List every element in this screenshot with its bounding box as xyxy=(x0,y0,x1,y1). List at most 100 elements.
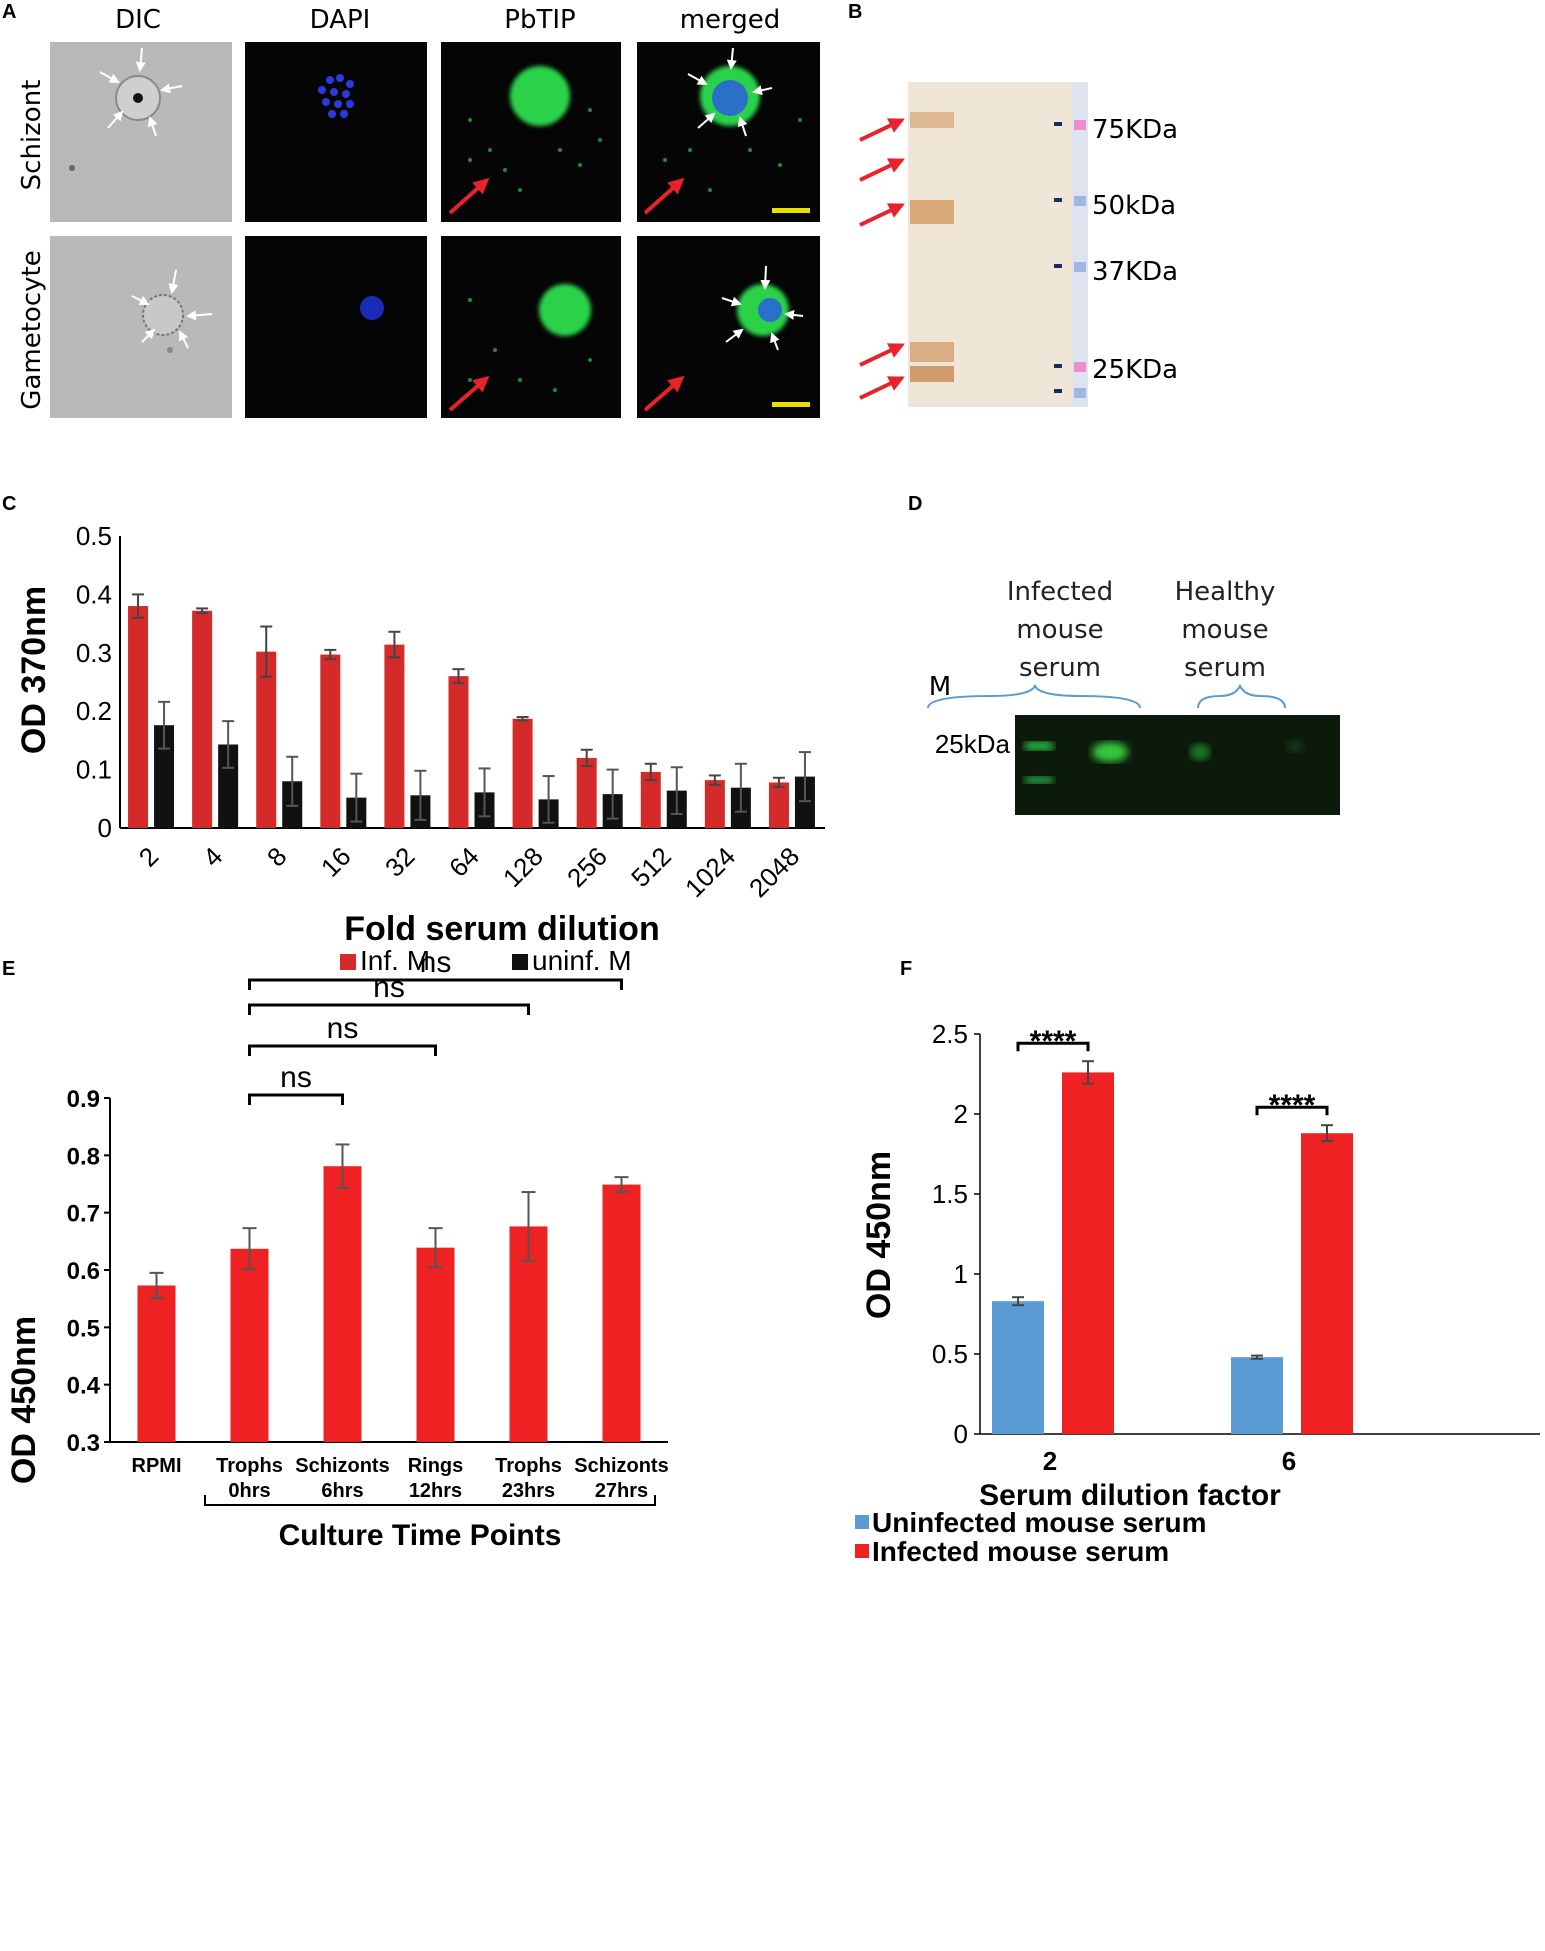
chart-c-x-tick-label: 2048 xyxy=(743,841,805,903)
chart-c-bar-inf xyxy=(384,644,405,828)
chart-c-x-tick-label: 512 xyxy=(625,841,677,893)
chart-c-bar-uninf xyxy=(218,744,239,828)
chart-e-significance-bracket xyxy=(248,978,623,990)
column-label-dapi: DAPI xyxy=(310,5,371,35)
chart-f-significance-label: **** xyxy=(1269,1089,1316,1122)
row-label-gametocyte: Gametocyte xyxy=(17,250,47,409)
chart-e-x-tick-label: 6hrs xyxy=(321,1480,363,1502)
panel-letter-d: D xyxy=(908,493,922,515)
chart-e-bar xyxy=(602,1184,641,1442)
chart-e-bar xyxy=(137,1285,176,1442)
label-infected-line2: mouse xyxy=(1016,615,1103,645)
legend-swatch-infected xyxy=(855,1544,869,1558)
chart-f-y-tick-label: 2 xyxy=(954,1099,968,1129)
chart-e-bar xyxy=(509,1226,548,1442)
chart-c-bar-inf xyxy=(640,771,661,828)
chart-e-significance-label: ns xyxy=(373,971,405,1004)
chart-e-bracket-culture xyxy=(204,1495,656,1506)
western-blot-membrane xyxy=(908,82,1088,407)
chart-e-x-tick-label: Schizonts xyxy=(574,1455,668,1477)
chart-f-x-tick-label: 2 xyxy=(1043,1446,1057,1476)
chart-c-y-tick-label: 0.2 xyxy=(76,696,112,726)
chart-c-y-tick-label: 0.5 xyxy=(76,521,112,551)
chart-f-bar-infected xyxy=(1062,1072,1114,1434)
micrograph-pbtip-gametocyte xyxy=(441,236,621,418)
chart-f-x-tick-label: 6 xyxy=(1282,1446,1296,1476)
red-arrow-band-3 xyxy=(859,203,905,227)
marker-label-75: 75KDa xyxy=(1092,115,1178,145)
chart-c-x-tick-label: 1024 xyxy=(679,841,741,903)
panel-c: C OD 370nm Fold serum dilution Inf. M un… xyxy=(0,490,830,970)
label-healthy-line1: Healthy xyxy=(1175,577,1276,607)
chart-c-bar-inf xyxy=(128,606,149,828)
chart-e-x-tick-label: 23hrs xyxy=(502,1480,555,1502)
legend-swatch-uninf xyxy=(512,954,528,970)
chart-c-y-tick-label: 0.4 xyxy=(76,579,112,609)
chart-f-y-tick-label: 1.5 xyxy=(932,1179,968,1209)
panel-e: E OD 450nm Culture Time Points 0.3 0.4 0.5… xyxy=(0,950,830,1950)
chart-e-y-tick-label: 0.3 xyxy=(67,1430,100,1457)
chart-e-significance-bracket xyxy=(248,1003,530,1015)
legend-label-infected: Infected mouse serum xyxy=(872,1536,1169,1567)
marker-label-50: 50kDa xyxy=(1092,191,1176,221)
legend-label-uninf: uninf. M xyxy=(532,945,632,970)
legend-swatch-uninfected xyxy=(855,1515,869,1529)
chart-c-y-tick-label: 0.1 xyxy=(76,755,112,785)
chart-c-bar-inf xyxy=(512,718,533,828)
chart-c-x-tick-label: 32 xyxy=(379,841,421,883)
column-label-pbtip: PbTIP xyxy=(504,5,575,35)
chart-e-y-tick-label: 0.8 xyxy=(67,1143,100,1170)
chart-c-bar-inf xyxy=(448,676,469,828)
bracket-infected xyxy=(927,683,1141,709)
chart-f-significance-label: **** xyxy=(1030,1025,1077,1058)
bracket-healthy xyxy=(1197,683,1286,709)
chart-e-y-tick-label: 0.7 xyxy=(67,1201,100,1228)
chart-e-significance-bracket xyxy=(248,1044,437,1056)
chart-e-bar xyxy=(416,1247,455,1442)
panel-f: F OD 450nm Serum dilution factor Uninfec… xyxy=(830,950,1545,1950)
chart-e-x-axis-title: Culture Time Points xyxy=(279,1519,562,1552)
micrograph-dic-gametocyte xyxy=(50,236,232,418)
label-healthy-line3: serum xyxy=(1184,653,1266,683)
lane-label-m: M xyxy=(929,672,951,702)
chart-c-bar-inf xyxy=(768,782,789,828)
chart-c-y-axis-title: OD 370nm xyxy=(15,586,53,754)
chart-f-significance-bracket xyxy=(1255,1105,1329,1116)
chart-f-bar-uninfected xyxy=(1231,1357,1283,1434)
chart-f-y-tick-label: 2.5 xyxy=(932,1019,968,1049)
chart-c-y-tick-label: 0 xyxy=(98,813,112,843)
chart-c-bar-inf xyxy=(320,654,341,828)
row-label-schizont: Schizont xyxy=(17,80,47,191)
panel-letter-f: F xyxy=(900,958,912,980)
panel-letter-c: C xyxy=(2,493,16,515)
chart-e-x-tick-label: Rings xyxy=(408,1455,464,1477)
chart-e-x-tick-label: 27hrs xyxy=(595,1480,648,1502)
chart-e-significance-label: ns xyxy=(280,1061,312,1094)
chart-e-y-tick-label: 0.5 xyxy=(67,1315,100,1342)
red-arrow-band-5 xyxy=(859,376,905,400)
label-healthy-line2: mouse xyxy=(1181,615,1268,645)
panel-letter-a: A xyxy=(2,1,16,23)
micrograph-pbtip-schizont xyxy=(441,42,621,222)
chart-f-significance-bracket xyxy=(1016,1041,1090,1052)
marker-label-37: 37KDa xyxy=(1092,257,1178,287)
micrograph-dapi-gametocyte xyxy=(245,236,427,418)
legend-label-uninfected: Uninfected mouse serum xyxy=(872,1507,1207,1538)
red-arrow-band-4 xyxy=(859,343,905,367)
chart-c-legend: Inf. M uninf. M xyxy=(340,945,632,970)
chart-f-y-tick-label: 0 xyxy=(954,1419,968,1449)
chart-f-legend: Uninfected mouse serum Infected mouse se… xyxy=(855,1507,1207,1567)
chart-e-x-tick-label: 0hrs xyxy=(228,1480,270,1502)
chart-e-significance-bracket xyxy=(248,1093,344,1105)
chart-c-x-tick-label: 128 xyxy=(497,841,549,893)
micrograph-merged-schizont xyxy=(637,42,820,222)
chart-e-significance-label: ns xyxy=(420,950,452,979)
red-arrow-band-2 xyxy=(859,158,905,182)
chart-c-x-tick-label: 64 xyxy=(443,841,485,883)
chart-e-x-tick-label: Trophs xyxy=(495,1455,562,1477)
panel-letter-e: E xyxy=(2,958,15,980)
chart-e-significance-label: ns xyxy=(327,1012,359,1045)
chart-c-x-tick-label: 2 xyxy=(133,841,164,872)
chart-c-x-tick-label: 8 xyxy=(261,841,292,872)
chart-c-y-tick-label: 0.3 xyxy=(76,638,112,668)
